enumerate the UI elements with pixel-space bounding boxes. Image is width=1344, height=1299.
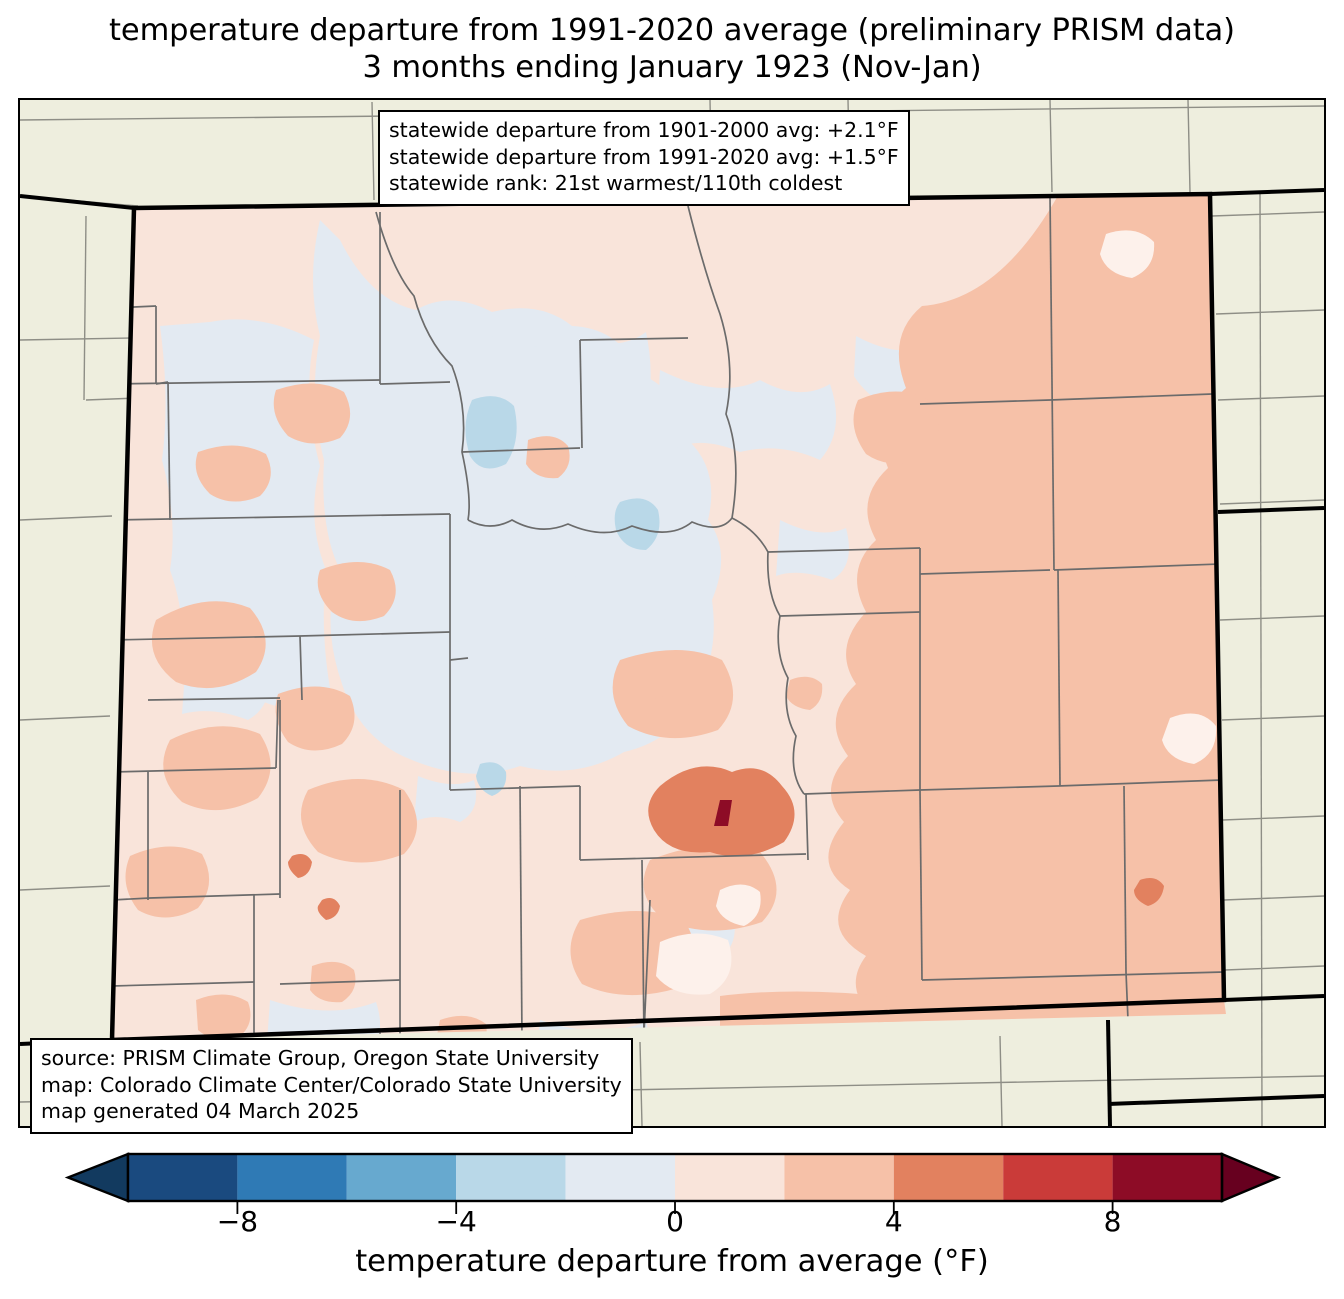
colorado-temperature-departure-map xyxy=(20,100,1324,1126)
hotspot-core xyxy=(714,800,732,826)
colorbar-band xyxy=(1112,1154,1222,1201)
title-line-2: 3 months ending January 1923 (Nov-Jan) xyxy=(362,50,982,86)
neutral-anomaly-region xyxy=(656,230,1217,995)
colorbar-band xyxy=(784,1154,894,1201)
map-generated-line: map generated 04 March 2025 xyxy=(41,1099,360,1124)
title-line-1: temperature departure from 1991-2020 ave… xyxy=(109,13,1235,48)
colorbar-over-arrow xyxy=(1220,1152,1282,1203)
stat-departure-1901-2000: statewide departure from 1901-2000 avg: … xyxy=(389,118,899,142)
stat-departure-1991-2020: statewide departure from 1991-2020 avg: … xyxy=(389,144,899,169)
colorbar-outline xyxy=(126,1152,1224,1203)
statewide-statistics-box: statewide departure from 1901-2000 avg: … xyxy=(378,110,910,206)
colorbar-axis-label: temperature departure from average (°F) xyxy=(355,1244,989,1279)
colorbar-tick-label: −8 xyxy=(216,1205,259,1238)
colorbar: −8 −4 0 4 8 temperature departure from avera… xyxy=(0,1148,1344,1299)
colorado-departure-field xyxy=(110,194,1226,1040)
colorbar-tick-label: 8 xyxy=(1103,1205,1122,1238)
colorbar-bands xyxy=(64,1152,1282,1203)
stat-statewide-rank: statewide rank: 21st warmest/110th colde… xyxy=(389,171,843,196)
colorbar-band xyxy=(675,1154,785,1201)
colorbar-under-arrow xyxy=(64,1152,130,1203)
map-panel xyxy=(18,98,1326,1128)
colorbar-tick-label: 4 xyxy=(884,1205,903,1238)
colorbar-band xyxy=(346,1154,457,1201)
colorbar-band xyxy=(565,1154,675,1201)
colorbar-band xyxy=(893,1154,1004,1201)
colorbar-tick-label: 0 xyxy=(666,1205,684,1238)
source-credit-box: source: PRISM Climate Group, Oregon Stat… xyxy=(30,1038,633,1134)
map-credit-line: map: Colorado Climate Center/Colorado St… xyxy=(41,1072,622,1097)
county-boundaries xyxy=(111,195,1226,1040)
colorbar-band xyxy=(456,1154,566,1201)
colorbar-svg xyxy=(64,1152,1282,1214)
colorbar-band xyxy=(128,1154,238,1201)
colorbar-band xyxy=(1003,1154,1113,1201)
colorbar-band xyxy=(237,1154,347,1201)
source-line: source: PRISM Climate Group, Oregon Stat… xyxy=(41,1046,600,1070)
page-title: temperature departure from 1991-2020 ave… xyxy=(0,12,1344,86)
colorbar-ticks xyxy=(236,1202,1114,1214)
colorbar-tick-label: −4 xyxy=(435,1205,477,1238)
